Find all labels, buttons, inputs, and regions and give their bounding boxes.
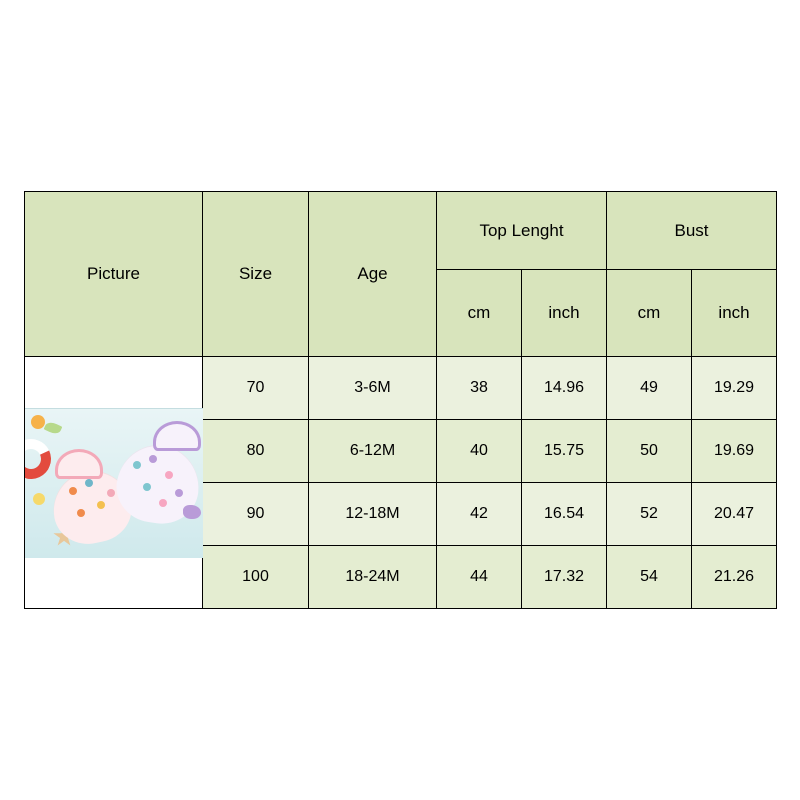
cell-bust-cm: 54 xyxy=(607,546,692,609)
cell-size: 100 xyxy=(203,546,309,609)
col-header-age: Age xyxy=(309,192,437,357)
col-header-top-cm: cm xyxy=(437,270,522,357)
size-chart-table: Picture Size Age Top Lenght Bust cm inch… xyxy=(24,191,777,609)
cell-age: 6-12M xyxy=(309,420,437,483)
cell-top-inch: 14.96 xyxy=(522,357,607,420)
col-header-bust: Bust xyxy=(607,192,777,270)
cell-top-cm: 38 xyxy=(437,357,522,420)
cell-top-inch: 15.75 xyxy=(522,420,607,483)
cell-bust-inch: 20.47 xyxy=(692,483,777,546)
col-header-picture: Picture xyxy=(25,192,203,357)
cell-bust-cm: 52 xyxy=(607,483,692,546)
cell-size: 90 xyxy=(203,483,309,546)
hat-right xyxy=(153,421,201,451)
cell-top-cm: 44 xyxy=(437,546,522,609)
table-row: 70 3-6M 38 14.96 49 19.29 xyxy=(25,357,777,420)
product-illustration xyxy=(25,408,203,558)
cell-age: 12-18M xyxy=(309,483,437,546)
cell-top-inch: 17.32 xyxy=(522,546,607,609)
cell-top-inch: 16.54 xyxy=(522,483,607,546)
leaf-icon xyxy=(44,420,63,436)
ruffle-right xyxy=(183,505,201,519)
cell-bust-inch: 19.29 xyxy=(692,357,777,420)
col-header-top-inch: inch xyxy=(522,270,607,357)
cell-top-cm: 42 xyxy=(437,483,522,546)
cell-size: 80 xyxy=(203,420,309,483)
cell-age: 3-6M xyxy=(309,357,437,420)
col-header-bust-inch: inch xyxy=(692,270,777,357)
orange-dot-icon xyxy=(31,415,45,429)
cell-size: 70 xyxy=(203,357,309,420)
hat-left xyxy=(55,449,103,479)
product-picture-cell xyxy=(25,357,203,609)
col-header-bust-cm: cm xyxy=(607,270,692,357)
cell-bust-cm: 49 xyxy=(607,357,692,420)
yellow-dot-icon xyxy=(33,493,45,505)
col-header-size: Size xyxy=(203,192,309,357)
cell-bust-inch: 21.26 xyxy=(692,546,777,609)
swim-ring-icon xyxy=(25,433,57,484)
cell-bust-cm: 50 xyxy=(607,420,692,483)
cell-age: 18-24M xyxy=(309,546,437,609)
cell-top-cm: 40 xyxy=(437,420,522,483)
cell-bust-inch: 19.69 xyxy=(692,420,777,483)
col-header-top-length: Top Lenght xyxy=(437,192,607,270)
